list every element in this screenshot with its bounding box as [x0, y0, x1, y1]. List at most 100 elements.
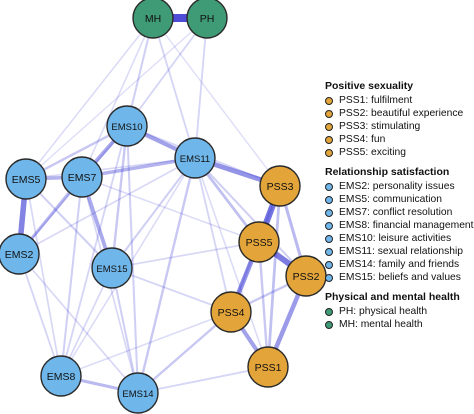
edge-pss3-pss1 — [266, 184, 282, 369]
node-label-ems15: EMS15 — [96, 264, 127, 275]
node-ems7: EMS7 — [61, 156, 103, 198]
edge-ems15-ems11 — [110, 156, 197, 270]
node-label-ems8: EMS8 — [47, 371, 76, 383]
node-pss3: PSS3 — [259, 165, 301, 207]
legend-item-label: PSS1: fulfilment — [339, 95, 413, 106]
edge-ems14-ems10 — [125, 124, 140, 395]
edge-ems15-pss4 — [111, 267, 232, 313]
node-circle-pss5 — [238, 221, 280, 263]
node-pss2: PSS2 — [285, 255, 327, 297]
edge-ems5-ems8 — [25, 178, 62, 377]
edge-mh-pss3 — [152, 17, 281, 187]
edge-ems15-pss5 — [111, 241, 260, 269]
node-circle-ems11 — [174, 137, 216, 179]
edges-layer — [16, 14, 309, 395]
edge-ems10-ems15 — [110, 124, 129, 270]
legend-dot-icon — [325, 320, 333, 329]
edge-ems14-ems11 — [136, 156, 197, 395]
legend-item: EMS7: conflict resolution — [325, 206, 474, 219]
legend-dot-icon — [325, 234, 333, 243]
legend-dot-icon — [325, 307, 333, 316]
legend-group-relationship-satisfaction: Relationship satisfaction EMS2: personali… — [325, 166, 474, 284]
node-label-ems11: EMS11 — [180, 154, 210, 165]
legend-item: PSS2: beautiful experience — [325, 107, 474, 120]
edge-pss5-pss1 — [257, 240, 270, 369]
edge-ems8-ems10 — [60, 125, 128, 377]
legend-item: EMS15: beliefs and values — [325, 271, 474, 284]
legend-item-label: EMS11: sexual relationship — [339, 246, 464, 257]
legend-item-label: EMS8: financial management — [339, 220, 474, 231]
legend-item-label: EMS15: beliefs and values — [339, 272, 461, 283]
node-circle-ems10 — [106, 105, 148, 147]
edge-ems11-pss2 — [193, 156, 308, 278]
node-label-pss2: PSS2 — [293, 271, 320, 283]
node-ph: PH — [186, 0, 228, 39]
legend-item: PSS4: fun — [325, 133, 474, 146]
legend-group-positive-sexuality: Positive sexuality PSS1: fulfilment PSS2: … — [325, 80, 474, 159]
legend-dot-icon — [325, 247, 333, 256]
node-ems2: EMS2 — [0, 233, 40, 275]
legend-item: EMS14: family and friends — [325, 258, 474, 271]
node-label-ems5: EMS5 — [12, 174, 41, 186]
node-circle-pss3 — [259, 165, 301, 207]
node-ems15: EMS15 — [91, 247, 133, 289]
legend-dot-icon — [325, 122, 333, 131]
legend-item-label: EMS10: leisure activities — [339, 233, 452, 244]
legend-item: PSS5: exciting — [325, 146, 474, 159]
node-label-mh: MH — [145, 13, 161, 25]
legend-item-label: EMS5: communication — [339, 194, 443, 205]
node-mh: MH — [132, 0, 174, 39]
node-ems8: EMS8 — [40, 355, 82, 397]
edge-ems8-pss4 — [60, 311, 232, 377]
node-label-pss5: PSS5 — [246, 237, 273, 249]
node-circle-ems2 — [0, 233, 40, 275]
edge-ems7-ems8 — [59, 175, 84, 378]
node-label-pss4: PSS4 — [218, 307, 245, 319]
edge-ems7-pss5 — [81, 176, 260, 243]
legend-dot-icon — [325, 273, 333, 282]
legend-item: PH: physical health — [325, 305, 474, 318]
legend-item-label: EMS2: personality issues — [339, 181, 455, 192]
edge-ems8-ems2 — [18, 253, 62, 377]
edge-mh-ems5 — [25, 17, 154, 180]
legend-item-label: PSS5: exciting — [339, 147, 406, 158]
legend-group-title: Relationship satisfaction — [325, 166, 450, 178]
node-label-ems10: EMS10 — [111, 122, 142, 133]
node-circle-mh — [132, 0, 174, 39]
node-ems14: EMS14 — [117, 372, 159, 414]
node-label-ems7: EMS7 — [68, 172, 97, 184]
node-pss1: PSS1 — [247, 346, 289, 388]
node-circle-ems5 — [5, 158, 47, 200]
node-circle-ems14 — [117, 372, 159, 414]
legend-dot-icon — [325, 260, 333, 269]
edge-ph-ems11 — [194, 17, 208, 159]
node-circle-ems15 — [91, 247, 133, 289]
legend: Positive sexuality PSS1: fulfilment PSS2: … — [325, 80, 474, 338]
node-label-pss1: PSS1 — [255, 362, 282, 374]
node-circle-ems7 — [61, 156, 103, 198]
node-circle-pss1 — [247, 346, 289, 388]
edge-mh-ems11 — [152, 17, 196, 159]
legend-item: PSS3: stimulating — [325, 120, 474, 133]
node-label-ems14: EMS14 — [122, 389, 153, 400]
legend-item-label: PSS2: beautiful experience — [339, 108, 464, 119]
legend-dot-icon — [325, 109, 333, 118]
legend-item-label: PSS4: fun — [339, 134, 386, 145]
nodes-layer: MH PH EMS10 EMS11 EMS5 EMS7 EMS2 EMS15 EMS8 EMS14… — [0, 0, 327, 414]
legend-item: EMS2: personality issues — [325, 180, 474, 193]
edge-ems14-ems15 — [110, 266, 140, 395]
edge-ems11-pss1 — [194, 157, 269, 368]
legend-item: EMS10: leisure activities — [325, 232, 474, 245]
node-label-ph: PH — [200, 13, 215, 25]
legend-item: EMS5: communication — [325, 193, 474, 206]
legend-group-title: Physical and mental health — [325, 291, 460, 303]
legend-item: PSS1: fulfilment — [325, 94, 474, 107]
legend-dot-icon — [325, 182, 333, 191]
node-circle-pss4 — [210, 291, 252, 333]
legend-dot-icon — [325, 195, 333, 204]
node-pss4: PSS4 — [210, 291, 252, 333]
legend-dot-icon — [325, 96, 333, 105]
legend-dot-icon — [325, 135, 333, 144]
node-pss5: PSS5 — [238, 221, 280, 263]
